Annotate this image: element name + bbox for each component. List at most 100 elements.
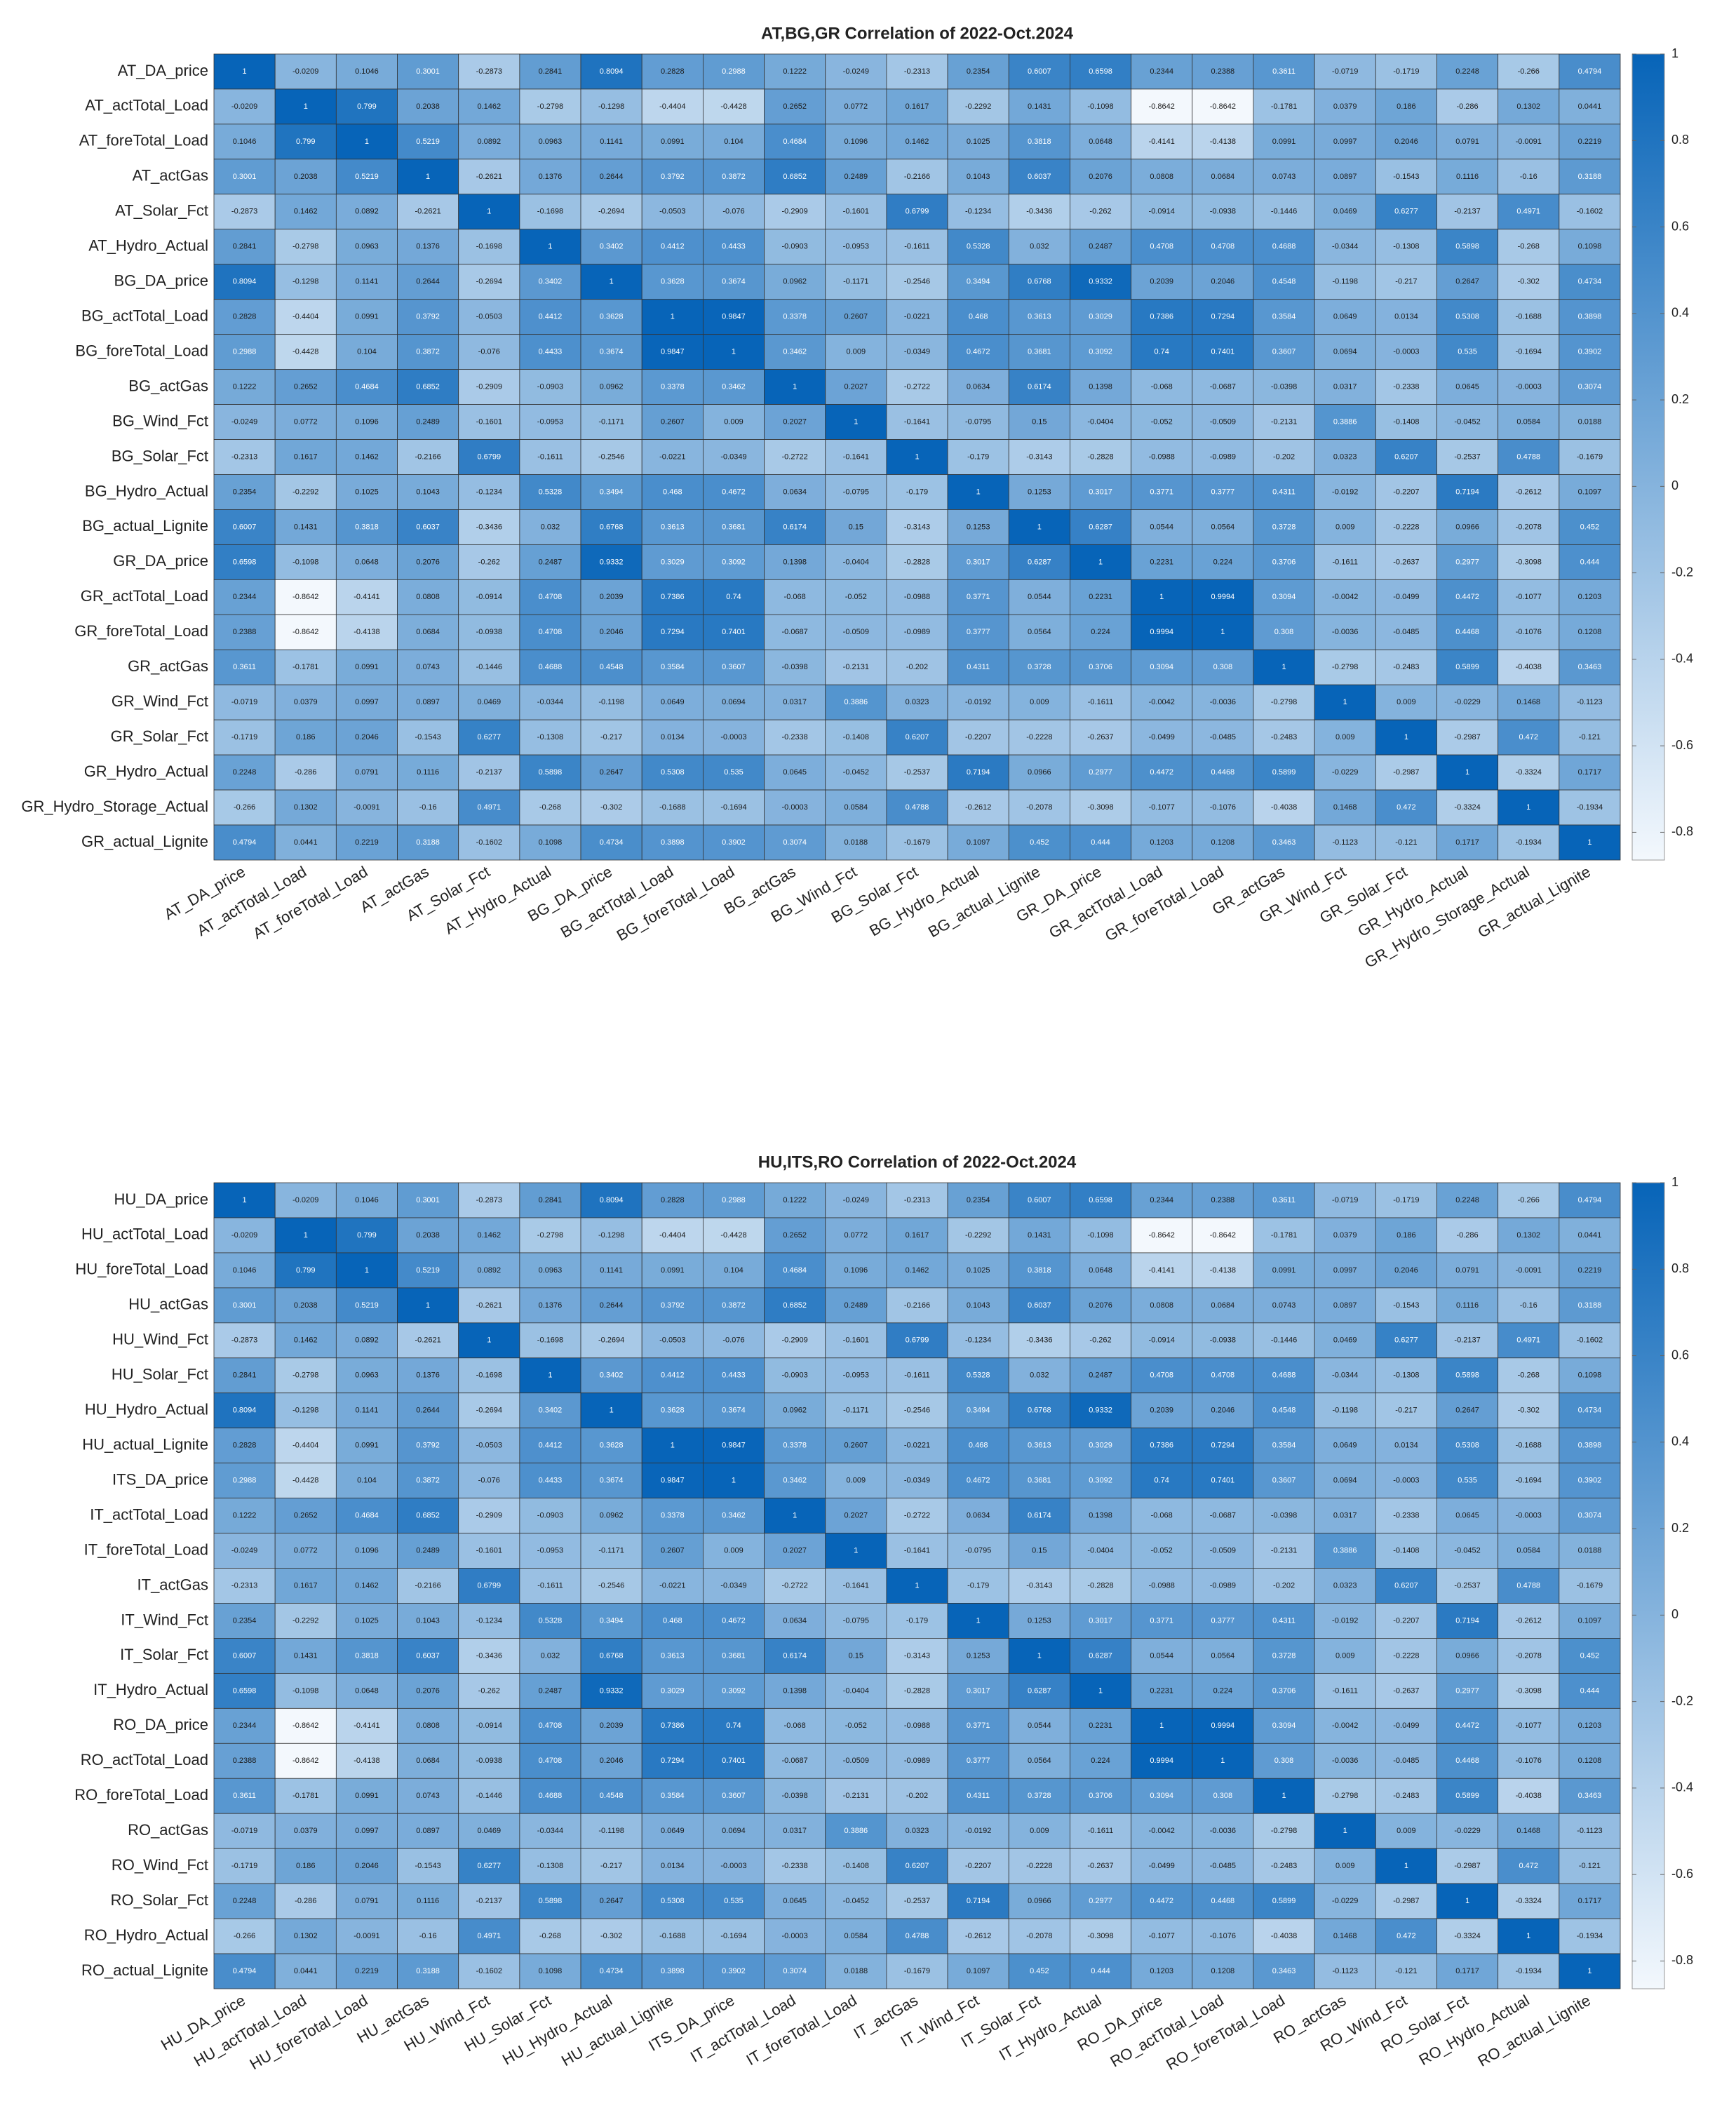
- cell-value: -0.179: [906, 1616, 928, 1625]
- cell-value: 1: [732, 1477, 736, 1485]
- cell-value: -0.1611: [904, 243, 930, 251]
- heatmap-cell: [702, 334, 765, 370]
- heatmap-cell: [274, 1287, 337, 1324]
- cell-value: 0.444: [1091, 1967, 1110, 1975]
- heatmap-cell: [274, 719, 337, 756]
- heatmap-cell: [1436, 1848, 1499, 1884]
- cell-value: 0.1097: [1578, 488, 1602, 496]
- heatmap-cell: [1008, 229, 1070, 265]
- cell-value: 1: [610, 278, 614, 286]
- heatmap-cell: [1253, 264, 1315, 300]
- heatmap-cell: [641, 123, 704, 160]
- cell-value: 0.2076: [1089, 1301, 1112, 1310]
- heatmap-cell: [1559, 1918, 1621, 1954]
- heatmap-cell: [702, 1252, 765, 1289]
- heatmap-cell: [641, 88, 704, 125]
- cell-value: 0.3872: [416, 1477, 440, 1485]
- cell-value: -0.0509: [843, 1757, 869, 1765]
- heatmap-cell: [519, 579, 581, 615]
- cell-value: -0.1688: [659, 1932, 685, 1940]
- heatmap-cell: [1559, 1638, 1621, 1674]
- cell-value: 0.1431: [1028, 102, 1051, 111]
- cell-value: 0.0772: [294, 1546, 318, 1555]
- heatmap-cell: [641, 53, 704, 90]
- heatmap-cell: [702, 1672, 765, 1709]
- heatmap-cell: [1008, 1252, 1070, 1289]
- heatmap-cell: [702, 1638, 765, 1674]
- cell-value: 0.74: [726, 593, 741, 601]
- cell-value: 0.8094: [233, 1407, 257, 1415]
- heatmap-cell: [947, 474, 1009, 510]
- cell-value: 0.3886: [844, 1827, 868, 1835]
- cell-value: -0.0249: [231, 417, 257, 426]
- heatmap-cell: [1253, 1848, 1315, 1884]
- cell-value: -0.0914: [1149, 1336, 1175, 1345]
- heatmap-cell: [1131, 159, 1193, 195]
- heatmap-cell: [519, 194, 581, 230]
- heatmap-cell: [519, 649, 581, 685]
- cell-value: 0.2388: [233, 628, 257, 636]
- cell-value: 0.1468: [1516, 698, 1540, 706]
- cell-value: -0.0398: [1271, 1511, 1297, 1519]
- cell-value: 0.1376: [539, 173, 563, 181]
- cell-value: 0.009: [1335, 1651, 1355, 1660]
- heatmap-cell: [1498, 1252, 1560, 1289]
- cell-value: 0.6287: [1028, 1686, 1051, 1695]
- cell-value: 0.7401: [1211, 348, 1235, 356]
- cell-value: 0.2354: [233, 1616, 257, 1625]
- cell-value: -0.2798: [292, 1371, 318, 1380]
- heatmap-cell: [1253, 649, 1315, 685]
- heatmap-cell: [764, 754, 826, 791]
- heatmap-cell: [1436, 1918, 1499, 1954]
- heatmap-cell: [702, 719, 765, 756]
- heatmap-cell: [1314, 719, 1376, 756]
- heatmap-cell: [397, 439, 459, 475]
- cell-value: 0.2647: [600, 1897, 624, 1905]
- cell-value: -0.2537: [1454, 452, 1480, 461]
- cell-value: -0.0989: [1210, 452, 1236, 461]
- cell-value: 0.1253: [1028, 1616, 1051, 1625]
- cell-value: -0.302: [600, 803, 622, 812]
- cell-value: 0.0991: [661, 1266, 685, 1275]
- cell-value: 0.4311: [967, 1792, 990, 1800]
- row-label: HU_actTotal_Load: [81, 1226, 208, 1243]
- cell-value: -0.2694: [476, 278, 502, 286]
- heatmap-cell: [1559, 1883, 1621, 1919]
- heatmap-cell: [1314, 544, 1376, 580]
- cell-value: -0.1123: [1332, 838, 1358, 847]
- heatmap-cell: [947, 1638, 1009, 1674]
- cell-value: -0.076: [478, 1477, 500, 1485]
- cell-value: 1: [793, 382, 797, 391]
- cell-value: 0.0962: [600, 382, 624, 391]
- cell-value: -0.2137: [476, 768, 502, 777]
- cell-value: 1: [1343, 1827, 1347, 1835]
- cell-value: -0.2694: [476, 1407, 502, 1415]
- cell-value: -0.4138: [354, 628, 379, 636]
- heatmap-cell: [519, 1813, 581, 1849]
- cell-value: 0.1302: [294, 1932, 318, 1940]
- heatmap-cell: [947, 1287, 1009, 1324]
- heatmap-cell: [1008, 404, 1070, 440]
- cell-value: 0.7194: [1455, 488, 1479, 496]
- cell-value: -0.2313: [231, 1581, 257, 1590]
- heatmap-cell: [1498, 754, 1560, 791]
- heatmap-cell: [764, 194, 826, 230]
- cell-value: -0.0221: [659, 1581, 685, 1590]
- heatmap-cell: [1375, 1428, 1437, 1464]
- heatmap-cell: [1070, 509, 1132, 545]
- cell-value: 0.3872: [416, 348, 440, 356]
- heatmap-cell: [1498, 1428, 1560, 1464]
- cell-value: -0.1077: [1149, 803, 1175, 812]
- heatmap-cell: [1559, 579, 1621, 615]
- row-label: BG_Hydro_Actual: [85, 482, 208, 499]
- cell-value: -0.0036: [1210, 1827, 1236, 1835]
- heatmap-cell: [1070, 404, 1132, 440]
- cell-value: -0.0687: [781, 1757, 807, 1765]
- cell-value: 0.3777: [1211, 488, 1235, 496]
- cell-value: -0.1688: [1516, 1442, 1542, 1450]
- heatmap-cell: [1070, 159, 1132, 195]
- cell-value: -0.0509: [843, 628, 869, 636]
- heatmap-cell: [1559, 1848, 1621, 1884]
- cell-value: 0.224: [1091, 628, 1110, 636]
